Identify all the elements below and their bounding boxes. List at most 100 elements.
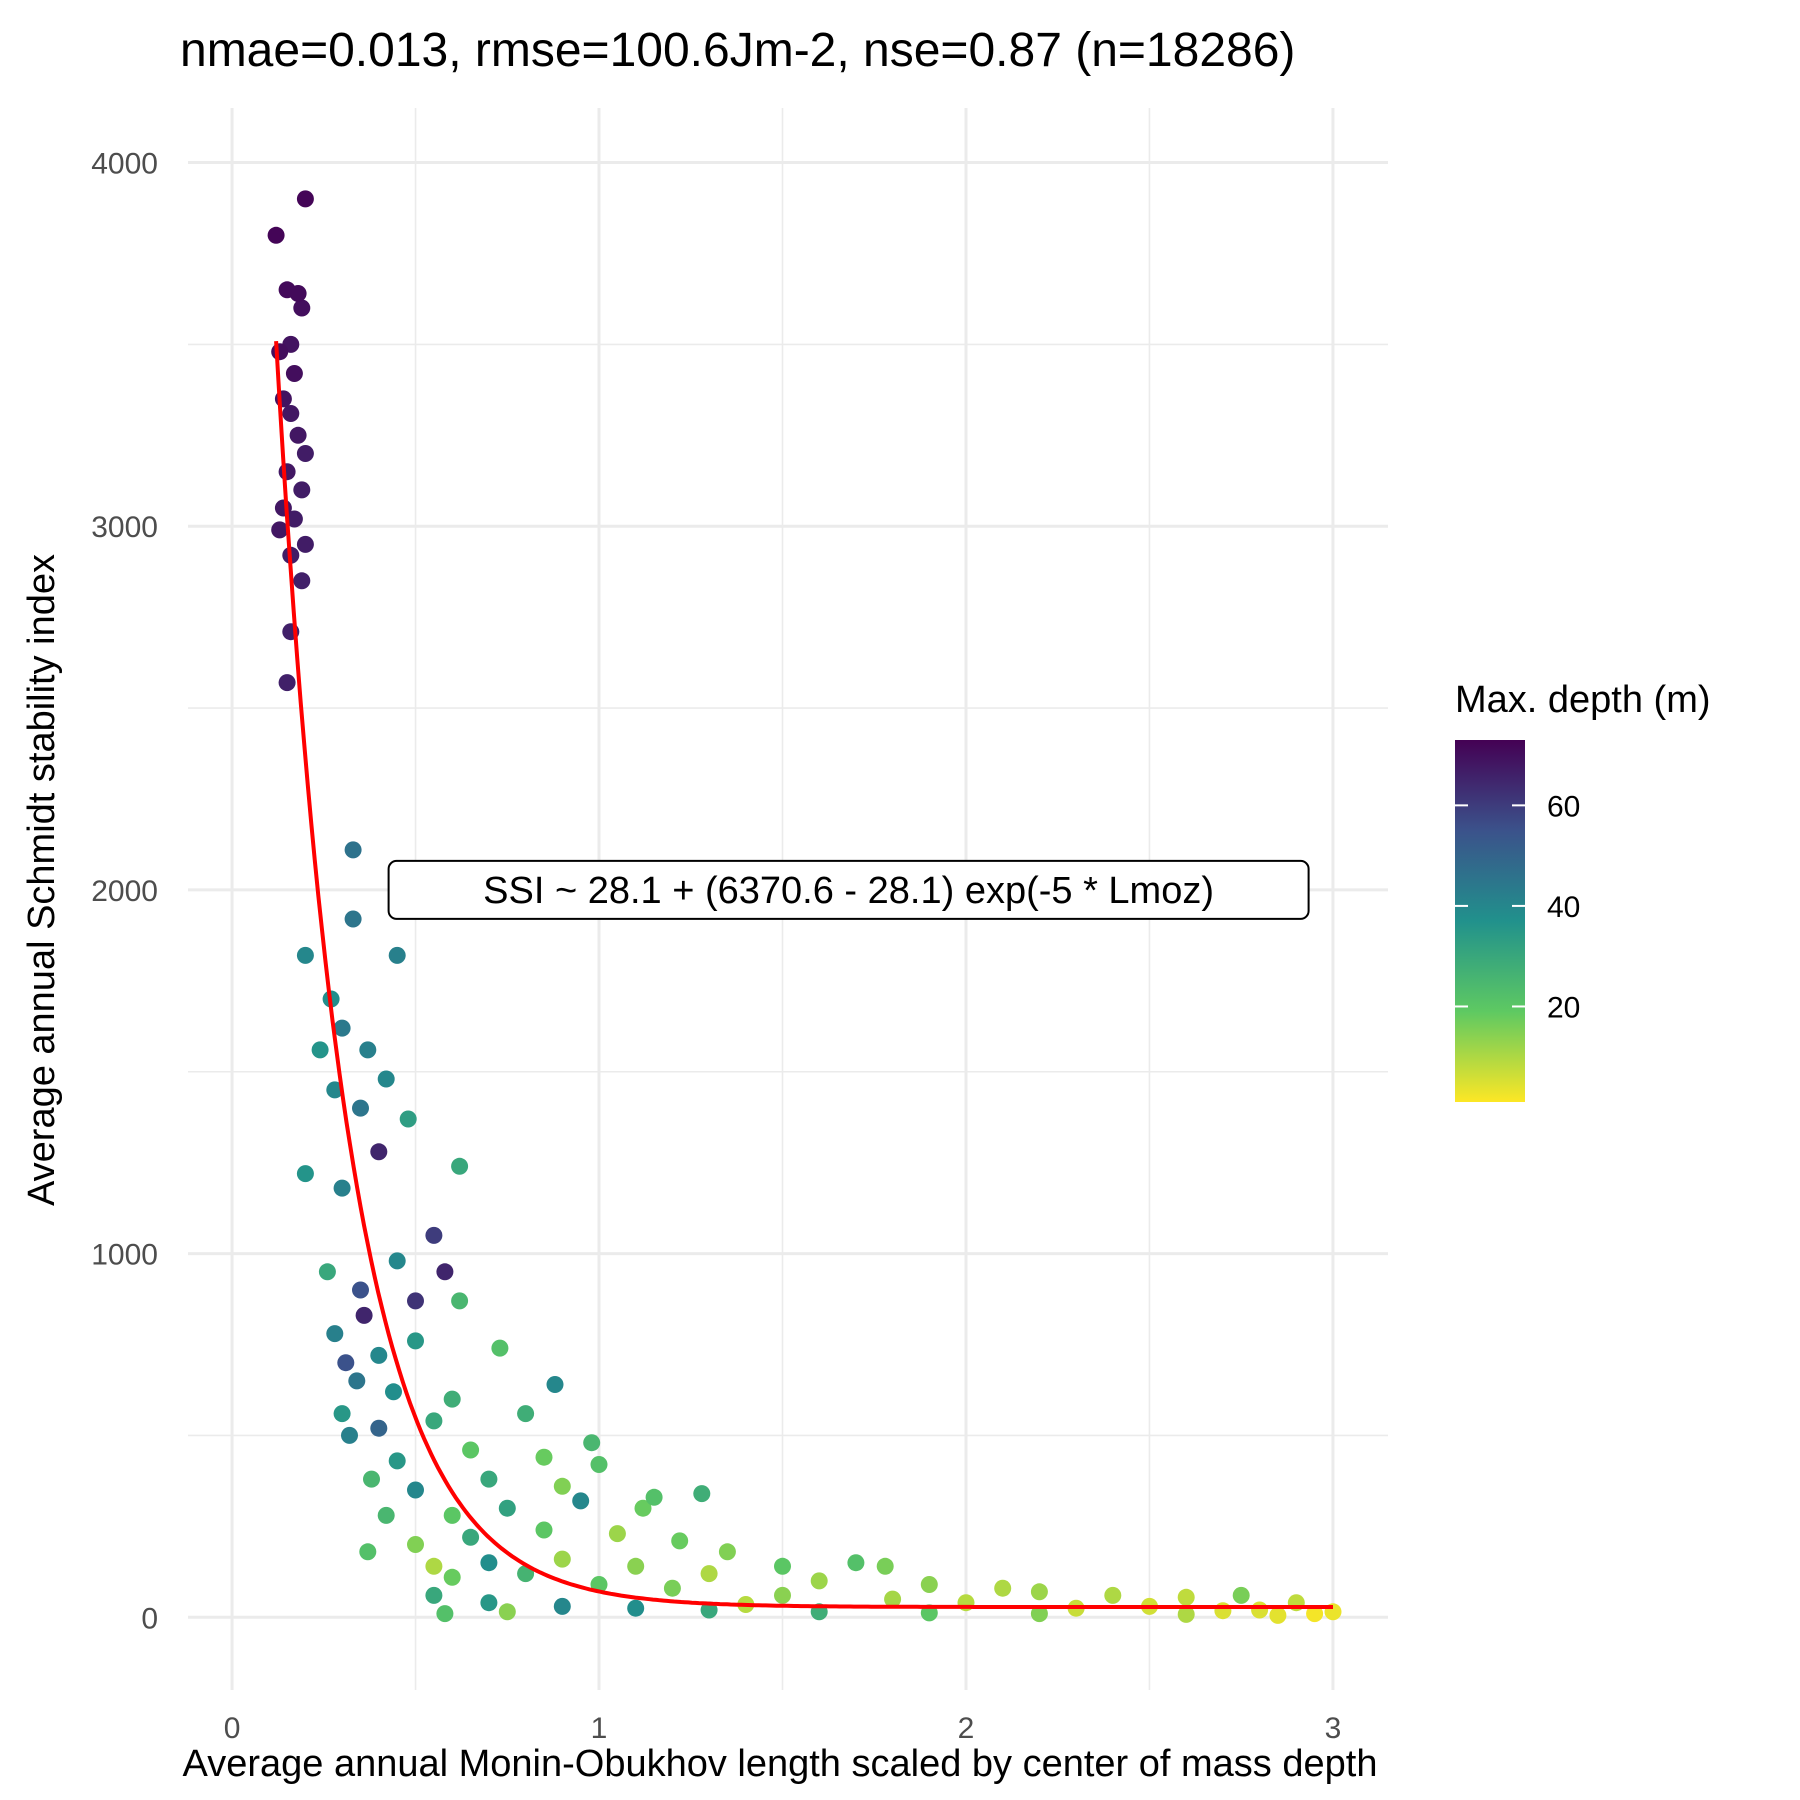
data-point [274,499,292,517]
data-point [278,463,296,481]
data-point [553,1477,571,1495]
color-legend: Max. depth (m) 20 40 60 [1455,679,1711,1102]
data-point [498,1499,516,1517]
data-point [608,1525,626,1543]
data-point [318,1263,336,1281]
data-point [1030,1583,1048,1601]
data-point [876,1557,894,1575]
data-point [333,1019,351,1037]
data-point [480,1594,498,1612]
data-point [994,1579,1012,1597]
x-tick-label: 2 [958,1712,975,1745]
data-point [425,1557,443,1575]
annotation-box [387,859,1310,920]
data-point [407,1481,424,1499]
data-point [436,1263,454,1281]
data-point [296,535,314,553]
data-point [425,1586,443,1604]
data-point [385,1383,402,1401]
y-tick-label: 2000 [91,875,158,908]
data-point [370,1346,388,1364]
data-point [333,1405,351,1423]
y-tick-label: 3000 [91,511,158,544]
data-point [285,365,303,382]
legend-tick-label: 60 [1547,790,1580,823]
data-point [296,946,314,964]
data-point [810,1572,828,1590]
data-point [296,190,314,208]
data-point [355,1306,373,1324]
data-point [1177,1588,1195,1606]
data-point [425,1226,443,1244]
data-point [293,299,311,317]
y-axis-title: Average annual Schmidt stability index [21,554,63,1206]
data-point [311,1041,329,1059]
data-point [1030,1605,1048,1623]
data-point [293,481,311,499]
y-tick-label: 1000 [91,1239,158,1272]
chart-title: nmae=0.013, rmse=100.6Jm-2, nse=0.87 (n=… [180,24,1295,77]
colorbar [1455,740,1525,1102]
data-point [388,946,406,964]
data-point [693,1485,711,1503]
data-point [282,405,300,422]
data-point [517,1405,535,1423]
data-point [271,521,289,539]
data-point [326,1081,344,1099]
data-point [462,1441,480,1459]
data-point [1251,1601,1269,1619]
data-point [663,1579,681,1597]
data-point [359,1041,377,1059]
data-point [289,426,307,444]
data-point [1306,1605,1324,1623]
data-point [267,226,285,244]
data-point [370,1143,388,1161]
data-point [344,841,362,859]
data-point [700,1565,718,1583]
data-point [480,1554,498,1572]
data-point [348,1372,366,1390]
data-point [774,1586,791,1604]
data-point [425,1412,443,1430]
data-point [491,1339,509,1357]
data-point [377,1070,395,1088]
data-point [627,1557,645,1575]
data-point [590,1456,608,1473]
data-point [718,1543,736,1561]
fit-curve [274,340,1333,1609]
data-point [296,445,314,462]
data-point [407,1536,424,1553]
data-point [377,1506,395,1524]
data-point [388,1452,406,1470]
legend-ticks: 20 40 60 [1455,790,1580,1024]
data-point [337,1354,355,1372]
data-point [627,1599,645,1617]
data-point [352,1099,369,1117]
data-point [462,1528,480,1546]
legend-tick-label: 20 [1547,991,1580,1024]
x-axis-title: Average annual Monin-Obukhov length scal… [183,1743,1378,1785]
data-point [451,1157,469,1175]
data-point [370,1419,388,1437]
data-point [553,1597,571,1615]
data-point [293,572,311,590]
data-point [645,1488,663,1506]
data-point [271,343,289,361]
y-tick-label: 0 [141,1602,158,1635]
data-point [572,1492,590,1510]
data-point [671,1532,689,1550]
data-point [546,1376,564,1393]
data-point [341,1426,358,1444]
data-point [352,1281,369,1299]
data-point [774,1557,791,1575]
data-point [1214,1602,1232,1620]
data-point [1269,1606,1287,1624]
data-point [553,1550,571,1568]
annotation-label: SSI ~ 28.1 + (6370.6 - 28.1) exp(-5 * Lm… [483,870,1214,912]
data-point [407,1292,424,1310]
data-point [443,1390,461,1408]
data-point [296,1165,314,1183]
data-point [451,1292,469,1310]
data-point [480,1470,498,1488]
